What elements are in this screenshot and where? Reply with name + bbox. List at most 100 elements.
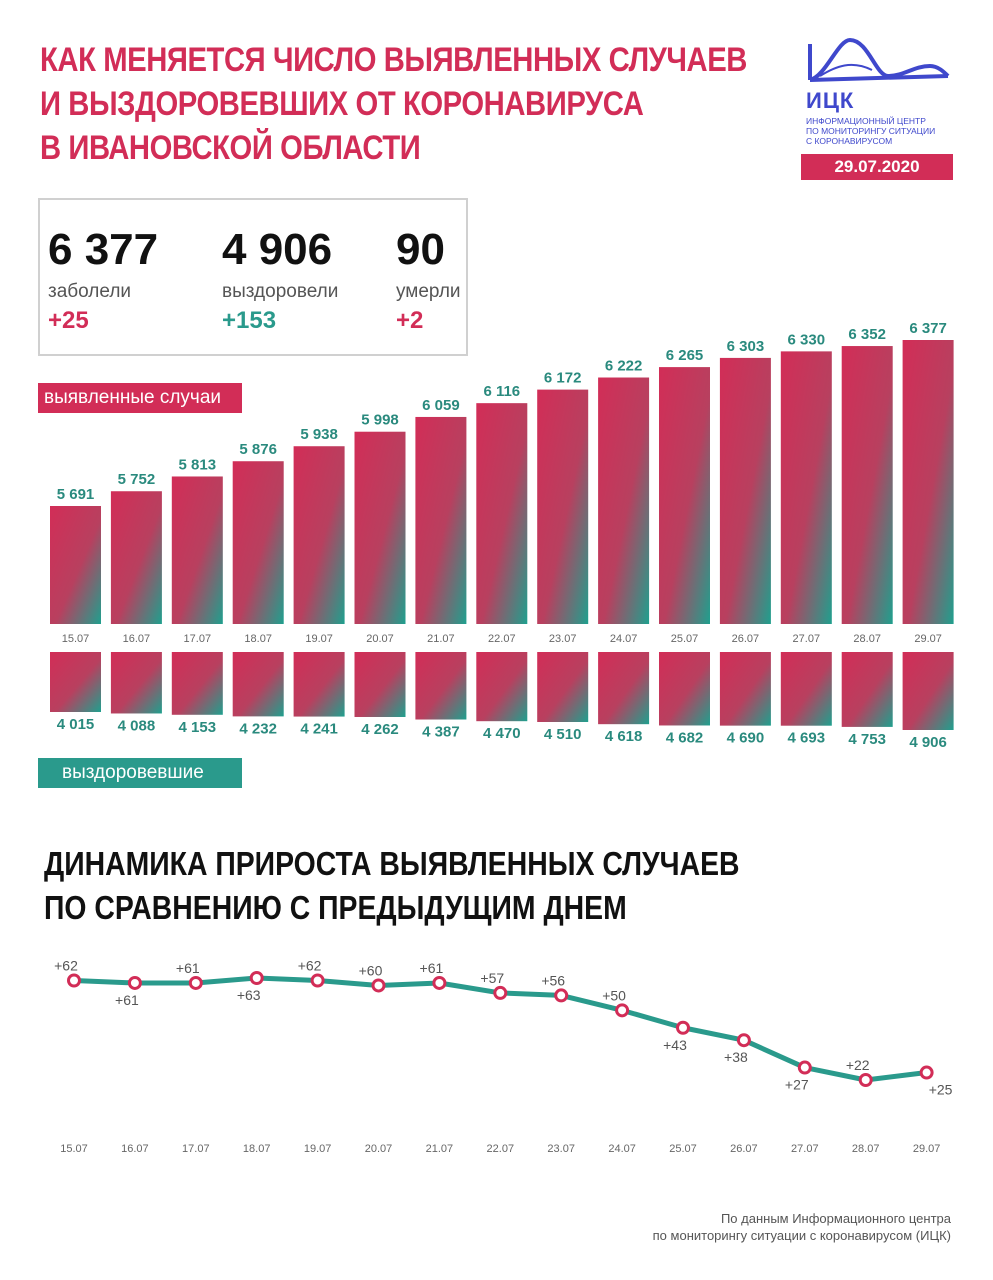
stat-deaths-delta: +2 [396,307,424,334]
growth-point-label: +62 [298,957,322,973]
growth-date-tick-label: 18.07 [243,1143,271,1155]
cases-bar-label: 5 691 [57,486,95,503]
cases-bar-label: 6 352 [848,326,886,343]
cases-bar [110,491,162,624]
recovered-bar-label: 4 153 [179,719,217,736]
recovered-bar-label: 4 693 [788,730,826,747]
recovered-bar [232,652,284,717]
recovered-bar [719,652,771,726]
growth-date-tick-label: 20.07 [365,1143,393,1155]
growth-date-tick-label: 24.07 [608,1143,636,1155]
growth-point [371,978,386,993]
date-tick-label: 15.07 [62,633,90,645]
source-footnote: По данным Информационного центра по мони… [653,1210,951,1244]
growth-date-tick-label: 25.07 [669,1143,697,1155]
recovered-bar-label: 4 510 [544,726,582,743]
cases-bar [354,431,406,624]
recovered-bar [841,652,893,727]
cases-bar-label: 6 222 [605,358,643,375]
growth-point-label: +61 [420,960,444,976]
recovered-bar-label: 4 470 [483,725,521,742]
growth-point [249,971,264,985]
recovered-bar-label: 4 015 [57,716,95,733]
logo-caption-line-1: ИНФОРМАЦИОННЫЙ ЦЕНТР [806,116,926,126]
stat-recovered-delta: +153 [222,307,277,334]
stat-cases-value: 6 377 [48,225,159,274]
growth-point-label: +50 [602,987,626,1003]
logo-caption-line-3: С КОРОНАВИРУСОМ [806,136,893,146]
growth-point [127,975,142,990]
recovered-bar-label: 4 088 [118,717,156,734]
cases-bar-label: 6 265 [666,347,704,364]
growth-point [676,1020,690,1035]
stat-cases-label: заболели [48,281,132,302]
cases-bar-label: 6 116 [483,383,520,400]
date-tick-label: 16.07 [123,633,151,645]
recovered-bar-label: 4 232 [239,720,277,737]
growth-point-label: +63 [237,987,261,1003]
cases-bar-label: 6 330 [788,331,826,348]
growth-date-tick-label: 28.07 [852,1143,880,1155]
date-tick-label: 29.07 [914,633,942,645]
date-tick-label: 27.07 [793,633,821,645]
growth-date-tick-label: 29.07 [913,1143,941,1155]
growth-chart-title: ДИНАМИКА ПРИРОСТА ВЫЯВЛЕННЫХ СЛУЧАЕВ ПО … [44,842,740,930]
recovered-bar [537,652,589,722]
date-tick-label: 25.07 [671,633,699,645]
footer-line-2: по мониторингу ситуации с коронавирусом … [652,1228,951,1243]
cases-recovered-bar-chart: 5 691 15.07 4 015 5 752 16.07 4 088 5 813 17.07… [50,320,954,751]
footer-line-1: По данным Информационного центра [720,1211,951,1226]
recovered-bar [50,652,101,712]
growth-point [797,1060,812,1075]
growth-date-tick-label: 27.07 [791,1143,819,1155]
growth-date-tick-label: 15.07 [60,1143,88,1155]
growth-point [493,985,508,1000]
date-tick-label: 24.07 [610,633,638,645]
growth-point-label: +22 [846,1057,870,1073]
growth-date-tick-label: 19.07 [304,1143,332,1155]
cases-bar-label: 5 938 [300,426,338,443]
cases-bar [537,389,589,624]
recovered-bar [659,652,710,726]
cases-bar-label: 5 813 [179,456,217,473]
stat-recovered-value: 4 906 [222,225,333,274]
stat-deaths: 90 умерли +2 [396,224,461,336]
logo-abbreviation: ИЦК [806,88,855,113]
date-tick-label: 22.07 [488,633,516,645]
subtitle-line-2: ПО СРАВНЕНИЮ С ПРЕДЫДУЩИМ ДНЕМ [44,889,627,926]
recovered-bar [415,652,467,720]
growth-point-label: +38 [724,1049,748,1065]
recovered-bar-label: 4 682 [666,729,704,746]
cases-bar [232,461,284,624]
cases-bar [719,357,771,624]
growth-point [554,988,569,1003]
page-title: КАК МЕНЯЕТСЯ ЧИСЛО ВЫЯВЛЕННЫХ СЛУЧАЕВ И … [40,38,747,170]
daily-growth-line-chart: +62 15.07 +61 16.07 +61 17.07 +63 18.07 +62 19.07… [54,957,953,1155]
date-tick-label: 28.07 [853,633,881,645]
growth-point-label: +60 [359,962,383,978]
date-tick-label: 21.07 [427,633,455,645]
growth-date-tick-label: 22.07 [487,1143,515,1155]
recovered-legend-tag: выздоровевшие [38,758,242,788]
growth-point-label: +43 [663,1037,687,1053]
cases-bar [902,340,954,624]
recovered-bar [780,652,832,726]
recovered-bar-label: 4 690 [727,730,765,747]
date-tick-label: 18.07 [244,633,272,645]
stat-deaths-label: умерли [396,281,461,302]
growth-date-tick-label: 17.07 [182,1143,210,1155]
growth-point-label: +62 [54,957,78,973]
cases-bar-label: 6 303 [727,338,765,355]
date-tick-label: 17.07 [184,633,212,645]
cases-bar-label: 5 876 [239,441,277,458]
cases-bar [415,416,467,624]
recovered-bar-label: 4 618 [605,728,643,745]
cases-bar-label: 6 377 [909,320,947,337]
growth-point [67,973,81,988]
recovered-bar [598,652,650,725]
stats-summary-box: 6 377 заболели +25 4 906 выздоровели +15… [38,198,468,356]
growth-point-label: +57 [480,970,504,986]
recovered-bar [171,652,223,715]
cases-bar [780,351,832,624]
growth-point [736,1033,751,1048]
